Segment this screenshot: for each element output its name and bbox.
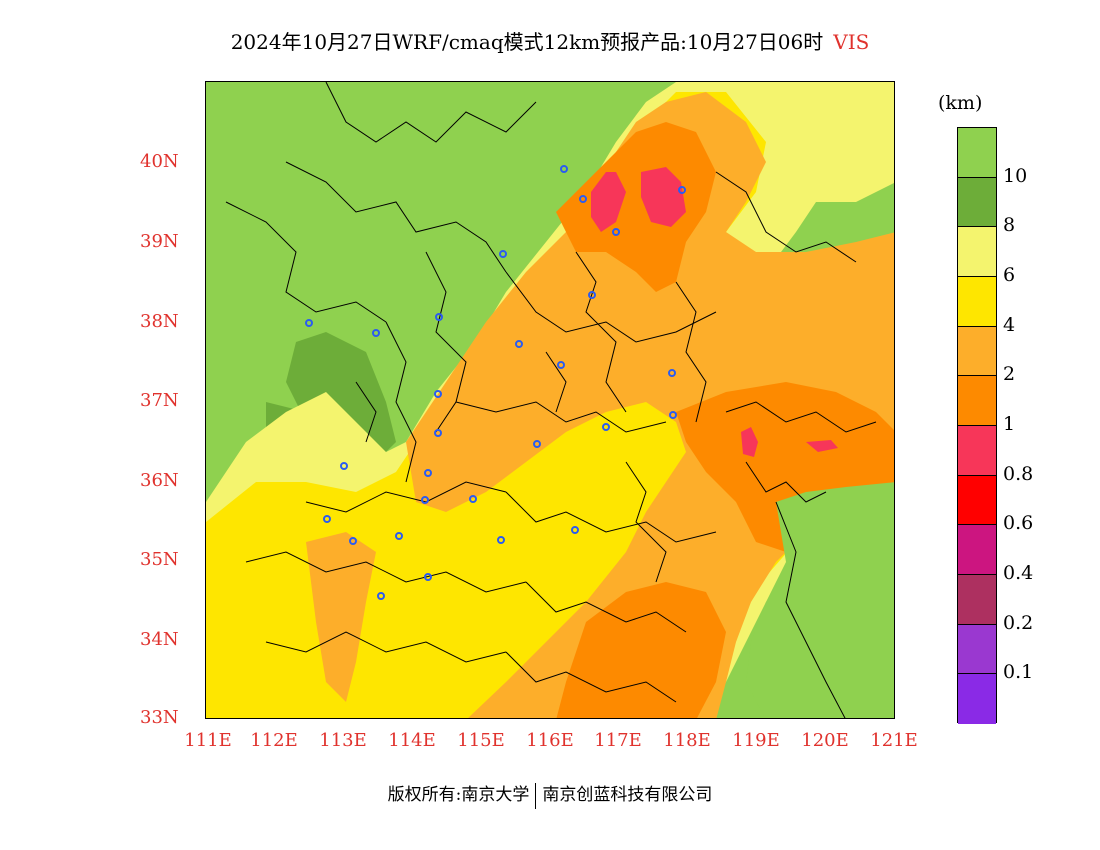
legend-swatch [958,227,996,277]
lon-label-121e: 121E [870,730,918,751]
legend-label: 2 [1003,363,1016,386]
station-marker [612,228,620,236]
title-variable: VIS [833,30,870,54]
station-marker [602,423,610,431]
lat-label-36n: 36N [140,470,179,491]
zone-1-2km-south [556,582,726,718]
lat-label-38n: 38N [140,311,179,332]
color-legend [957,127,997,724]
station-marker [424,573,432,581]
map-title: 2024年10月27日WRF/cmaq模式12km预报产品:10月27日06时 V… [0,26,1100,55]
lat-label-37n: 37N [140,390,179,411]
legend-label: 0.4 [1003,562,1034,584]
lon-label-117e: 117E [594,730,642,751]
zone-0.8-1km-b [641,167,686,227]
legend-label: 0.1 [1003,661,1034,684]
lon-label-114e: 114E [388,730,436,751]
legend-label: 8 [1003,214,1016,237]
lon-label-116e: 116E [526,730,574,751]
zone-0.8-1km-a [591,172,626,232]
station-marker [579,195,587,203]
station-marker [497,536,505,544]
station-marker [560,165,568,173]
legend-swatch [958,277,996,327]
lon-label-119e: 119E [732,730,780,751]
company-text: 南京创蓝科技有限公司 [542,785,713,805]
station-marker [323,515,331,523]
lon-label-118e: 118E [663,730,711,751]
legend-swatch [958,426,996,476]
legend-unit: (km) [938,92,983,114]
legend-swatch [958,376,996,426]
zone-0.8-1km-c [741,427,758,457]
legend-swatch [958,128,996,178]
station-marker [588,291,596,299]
lat-label-35n: 35N [140,549,179,570]
station-marker [395,532,403,540]
legend-swatch [958,177,996,228]
station-marker [372,329,380,337]
sea-southeast [746,482,894,718]
station-marker [571,526,579,534]
station-marker [340,462,348,470]
legend-label: 10 [1003,164,1028,187]
lon-label-120e: 120E [801,730,849,751]
visibility-contour-map [206,82,894,718]
copyright-text: 版权所有:南京大学 [387,785,530,805]
station-marker [435,313,443,321]
legend-label: 1 [1003,413,1016,435]
station-marker [669,411,677,419]
legend-swatch [958,475,996,526]
legend-label: 0.2 [1003,611,1034,634]
station-marker [668,369,676,377]
station-marker [533,440,541,448]
station-marker [305,319,313,327]
legend-label: 6 [1003,264,1016,286]
legend-label: 0.8 [1003,462,1034,485]
station-marker [434,390,442,398]
station-marker [349,537,357,545]
legend-swatch [958,525,996,575]
zone-2-4km [406,92,894,718]
legend-swatch [958,575,996,625]
legend-label: 4 [1003,313,1016,336]
lat-label-39n: 39N [140,231,179,252]
lon-label-113e: 113E [319,730,367,751]
zone-0.8-1km-d [806,440,838,452]
station-marker [377,592,385,600]
title-main: 2024年10月27日WRF/cmaq模式12km预报产品:10月27日06时 [230,30,824,54]
station-marker [469,495,477,503]
legend-swatch [958,624,996,675]
zone-1-2km-north [556,122,716,292]
station-marker [424,469,432,477]
station-marker [557,361,565,369]
station-marker [421,496,429,504]
station-marker [678,186,686,194]
legend-label: 0.6 [1003,512,1034,535]
visibility-map [205,81,895,719]
footer: 版权所有:南京大学 南京创蓝科技有限公司 [0,780,1100,809]
station-marker [515,340,523,348]
legend-swatch [958,326,996,377]
boundary-lines [225,82,877,718]
legend-swatch [958,674,996,724]
zone-2-4km-west [306,532,376,702]
lat-label-33n: 33N [140,707,179,728]
station-marker [434,429,442,437]
lon-label-112e: 112E [250,730,298,751]
lat-label-34n: 34N [140,629,179,650]
lon-label-115e: 115E [457,730,505,751]
zone-4-6km-center [466,442,656,642]
footer-separator [535,782,537,809]
lon-label-111e: 111E [184,730,232,751]
station-markers [305,165,686,600]
lat-label-40n: 40N [140,151,179,172]
station-marker [499,250,507,258]
